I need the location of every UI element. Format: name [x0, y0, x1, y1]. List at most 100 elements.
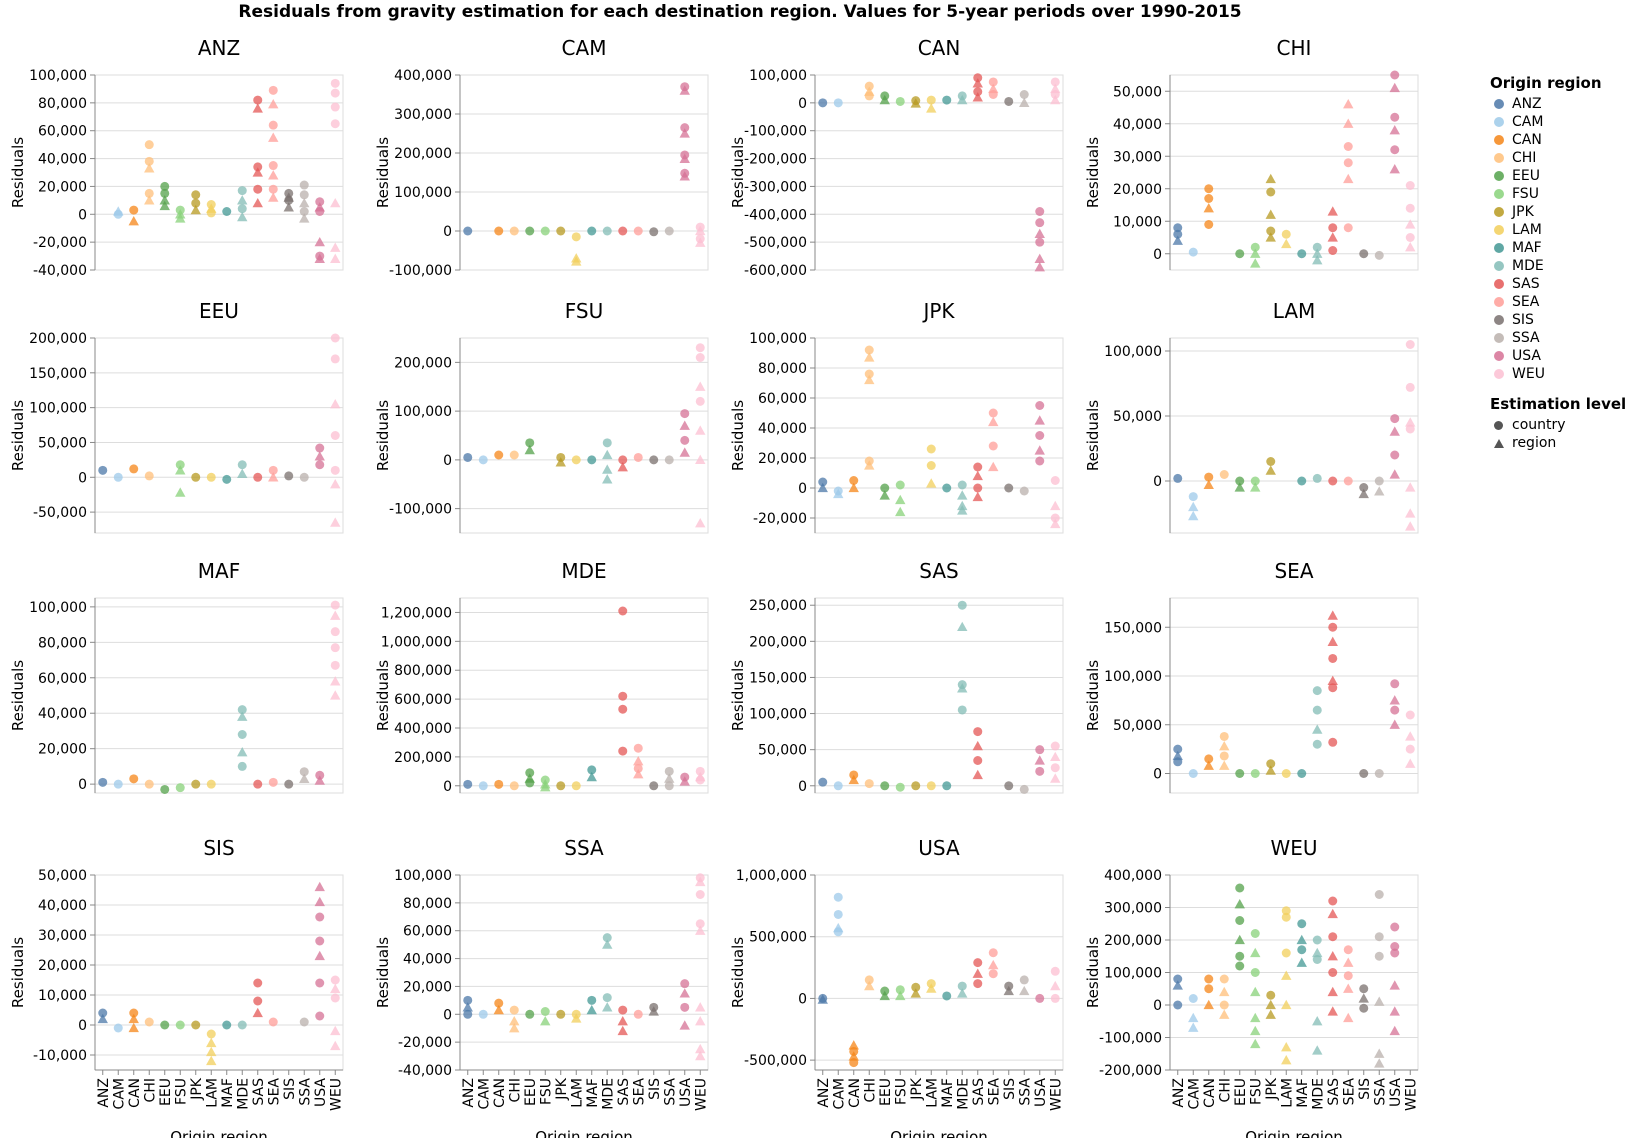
legend-swatch — [1494, 99, 1504, 109]
point-country-can — [494, 450, 504, 460]
point-country-anz — [1173, 744, 1183, 754]
point-country-usa — [1035, 401, 1045, 410]
point-country-sea — [988, 408, 998, 418]
point-region-weu — [1050, 94, 1061, 105]
point-country-sea — [268, 85, 278, 95]
y-tick-label: 0 — [1153, 247, 1162, 263]
point-country-weu — [1405, 233, 1415, 242]
point-region-lam — [926, 983, 937, 993]
point-region-sas — [617, 1016, 628, 1026]
legend-label: CHI — [1512, 150, 1537, 166]
point-country-weu — [695, 766, 705, 776]
y-tick-label: 400,000 — [1104, 868, 1162, 884]
point-region-weu — [330, 517, 341, 527]
point-country-maf — [1297, 769, 1307, 778]
legend-item-jpk: JPK — [1490, 203, 1628, 221]
y-tick-label: 400,000 — [394, 721, 452, 737]
point-country-mde — [957, 981, 967, 991]
point-region-weu — [695, 518, 706, 528]
point-region-sas — [1327, 610, 1338, 620]
point-region-can — [1203, 203, 1214, 213]
y-tick-label: -500,000 — [744, 1053, 807, 1069]
point-country-ssa — [1374, 951, 1384, 961]
facet-title: MAF — [198, 559, 240, 583]
point-region-sas — [252, 1007, 263, 1018]
point-region-sea — [988, 83, 999, 94]
point-country-sea — [1343, 223, 1353, 233]
point-region-fsu — [1250, 258, 1261, 268]
plot-area — [459, 337, 709, 534]
y-tick-label: 100,000 — [29, 600, 87, 616]
point-country-weu — [1405, 203, 1415, 213]
legend-item-region: region — [1490, 434, 1628, 452]
point-region-mde — [1312, 1045, 1323, 1055]
point-country-sis — [1004, 781, 1014, 791]
point-country-anz — [463, 779, 473, 789]
point-country-jpk — [1266, 187, 1276, 197]
point-region-usa — [1389, 719, 1400, 729]
plot-area — [459, 74, 709, 271]
y-tick-label: 50,000 — [38, 435, 87, 451]
y-tick-label: 50,000 — [1113, 409, 1162, 425]
y-tick-label: 1,000,000 — [736, 868, 807, 884]
point-region-sas — [972, 78, 983, 88]
x-tick-label: MDE — [955, 1078, 971, 1110]
chart-title: Residuals from gravity estimation for ea… — [238, 2, 1242, 22]
facet-title: CAN — [918, 36, 961, 60]
point-region-usa — [1034, 755, 1045, 765]
point-country-sea — [988, 77, 998, 87]
point-country-sea — [268, 777, 278, 787]
y-tick-label: 60,000 — [38, 124, 87, 140]
point-region-sis — [1003, 985, 1014, 996]
y-tick-label: -100,000 — [744, 124, 807, 140]
point-country-sas — [253, 95, 263, 105]
point-region-weu — [1405, 508, 1416, 518]
point-country-sea — [1343, 476, 1353, 486]
point-region-maf — [1296, 957, 1307, 967]
point-country-usa — [315, 912, 325, 922]
point-region-weu — [330, 1025, 341, 1036]
y-tick-label: 60,000 — [758, 391, 807, 407]
x-tick-label: SEA — [986, 1078, 1002, 1106]
point-region-lam — [206, 1055, 217, 1066]
point-country-can — [129, 774, 139, 784]
point-country-sas — [253, 184, 263, 194]
point-region-eeu — [879, 990, 890, 1001]
y-tick-label: 100,000 — [749, 707, 807, 723]
y-tick-label: 60,000 — [38, 671, 87, 687]
point-region-lam — [926, 478, 937, 488]
point-country-can — [849, 476, 859, 485]
legend-item-sas: SAS — [1490, 275, 1628, 293]
point-country-mde — [957, 600, 967, 610]
point-country-sis — [649, 227, 659, 237]
point-region-jpk — [1265, 173, 1276, 184]
y-tick-label: 100,000 — [29, 68, 87, 84]
point-country-chi — [1219, 731, 1229, 741]
point-region-fsu — [1250, 1012, 1261, 1023]
point-country-sis — [649, 781, 659, 791]
x-tick-label: SSA — [662, 1078, 678, 1106]
point-country-sea — [988, 90, 998, 99]
legend-color-items: ANZ CAM CAN CHI EEU FSU JPK LAM MAF MDE SAS SEA SIS S… — [1490, 95, 1628, 383]
y-tick-label: -500,000 — [744, 235, 807, 251]
point-region-sas — [252, 197, 263, 208]
legend-label: USA — [1512, 348, 1541, 364]
x-tick-label: USA — [313, 1078, 329, 1107]
point-country-usa — [1035, 766, 1045, 776]
x-tick-label: CAM — [831, 1078, 847, 1109]
point-region-can — [848, 1040, 859, 1050]
point-country-fsu — [540, 1007, 550, 1016]
point-country-ssa — [299, 190, 309, 200]
point-region-sas — [1327, 636, 1338, 647]
y-tick-label: -20,000 — [398, 1035, 452, 1051]
point-country-sea — [268, 465, 278, 475]
point-region-usa — [1034, 445, 1045, 455]
point-country-mde — [602, 226, 612, 236]
point-country-fsu — [1250, 476, 1260, 486]
point-region-fsu — [1250, 1038, 1261, 1049]
point-country-fsu — [1250, 769, 1260, 778]
facet-title: USA — [918, 836, 960, 860]
x-tick-label: CHI — [862, 1078, 878, 1102]
point-region-sea — [268, 99, 279, 109]
point-country-weu — [330, 975, 340, 985]
